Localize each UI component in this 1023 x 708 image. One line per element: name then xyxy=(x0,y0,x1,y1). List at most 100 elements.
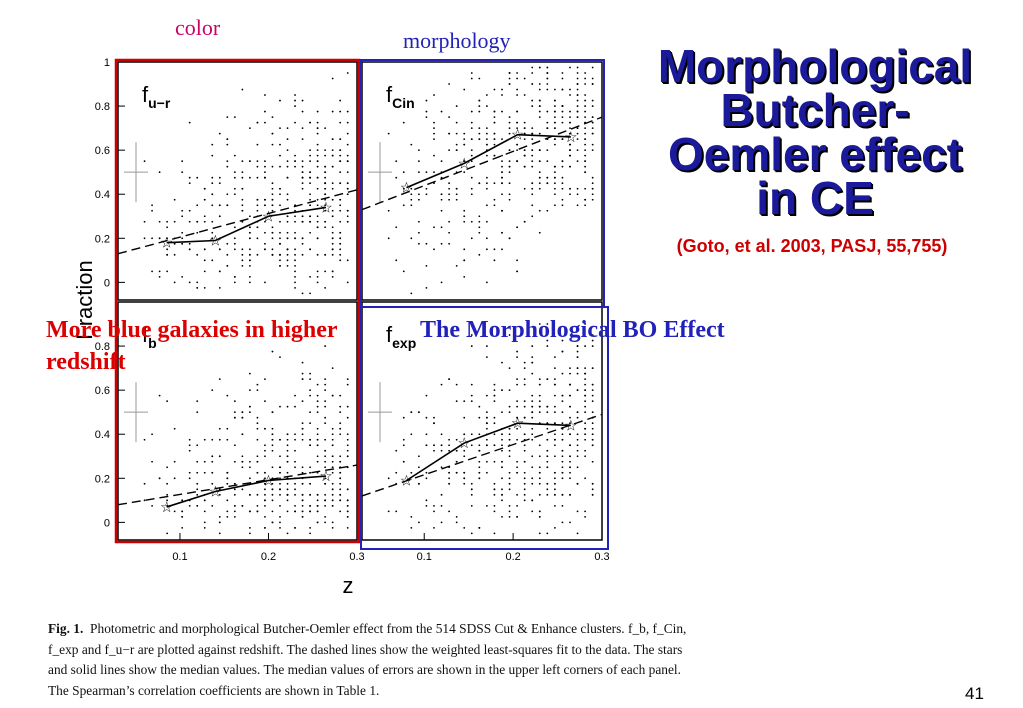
panel-label-subscript: Cin xyxy=(392,95,415,111)
data-point xyxy=(324,286,327,289)
data-point xyxy=(233,416,236,419)
data-point xyxy=(508,455,511,458)
data-point xyxy=(417,455,420,458)
data-point xyxy=(584,422,587,425)
data-point xyxy=(561,411,564,414)
data-point xyxy=(271,132,274,135)
data-point xyxy=(576,88,579,91)
data-point xyxy=(591,176,594,179)
data-point xyxy=(233,281,236,284)
data-point xyxy=(455,193,458,196)
data-point xyxy=(410,433,413,436)
data-point xyxy=(463,449,466,452)
data-point xyxy=(233,248,236,251)
data-point xyxy=(346,193,349,196)
data-point xyxy=(501,154,503,157)
data-point xyxy=(248,237,251,240)
data-point xyxy=(301,138,304,141)
data-point xyxy=(301,99,304,102)
data-point xyxy=(561,339,564,342)
data-point xyxy=(211,193,214,196)
data-point xyxy=(196,471,199,474)
data-point xyxy=(256,427,259,430)
data-point xyxy=(211,231,214,234)
data-point xyxy=(248,231,251,234)
median-star: ☆ xyxy=(564,416,577,434)
data-point xyxy=(181,526,184,529)
data-point xyxy=(339,171,342,174)
data-point xyxy=(316,405,319,408)
data-point xyxy=(271,444,274,447)
median-star: ☆ xyxy=(209,232,222,250)
x-axis-label: z xyxy=(343,573,354,598)
x-tick-label: 0.3 xyxy=(594,551,609,563)
data-point xyxy=(425,394,428,397)
data-point xyxy=(301,504,304,507)
data-point xyxy=(561,350,564,353)
data-point xyxy=(324,493,327,496)
data-point xyxy=(233,187,236,190)
data-point xyxy=(226,193,229,196)
data-point xyxy=(331,482,334,485)
data-point xyxy=(531,149,534,152)
data-point xyxy=(478,253,481,256)
data-point xyxy=(241,204,244,207)
data-point xyxy=(538,482,541,485)
data-point xyxy=(248,226,251,229)
data-point xyxy=(569,165,571,168)
data-point xyxy=(523,444,526,447)
data-point xyxy=(309,193,311,196)
data-point xyxy=(584,383,587,386)
data-point xyxy=(569,433,571,436)
data-point xyxy=(470,176,473,179)
data-point xyxy=(316,411,319,414)
data-point xyxy=(346,110,349,113)
data-point xyxy=(203,499,206,502)
data-point xyxy=(346,416,349,419)
data-point xyxy=(508,165,511,168)
data-point xyxy=(301,378,304,381)
data-point xyxy=(286,510,289,513)
data-point xyxy=(417,482,420,485)
data-point xyxy=(402,187,405,190)
data-point xyxy=(324,504,327,507)
data-point xyxy=(584,138,587,141)
data-point xyxy=(538,105,541,107)
data-point xyxy=(531,482,534,485)
data-point xyxy=(309,248,311,251)
data-point xyxy=(417,149,420,152)
data-point xyxy=(324,176,327,179)
data-point xyxy=(516,438,519,441)
data-point xyxy=(470,110,473,113)
data-point xyxy=(538,405,541,408)
data-point xyxy=(301,433,304,436)
data-point xyxy=(324,389,327,392)
data-point xyxy=(279,231,281,234)
data-point xyxy=(433,504,435,507)
data-point xyxy=(346,449,349,452)
data-point xyxy=(241,88,244,91)
median-star: ☆ xyxy=(160,234,173,252)
x-tick-label: 0.1 xyxy=(417,551,432,563)
data-point xyxy=(331,248,334,251)
data-point xyxy=(286,449,289,452)
data-point xyxy=(485,182,488,185)
data-point xyxy=(576,433,579,436)
data-point xyxy=(501,94,503,96)
data-point xyxy=(339,493,342,496)
data-point xyxy=(203,471,206,474)
data-point xyxy=(316,444,319,447)
data-point xyxy=(339,499,342,502)
data-point xyxy=(271,187,274,190)
data-point xyxy=(402,460,405,463)
data-point xyxy=(339,405,342,408)
data-point xyxy=(576,160,579,163)
data-point xyxy=(331,433,334,436)
data-point xyxy=(211,204,214,207)
data-point xyxy=(448,242,451,245)
data-point xyxy=(553,204,556,207)
data-point xyxy=(584,427,587,430)
data-point xyxy=(294,493,296,496)
data-point xyxy=(339,209,342,212)
data-point xyxy=(218,182,221,185)
